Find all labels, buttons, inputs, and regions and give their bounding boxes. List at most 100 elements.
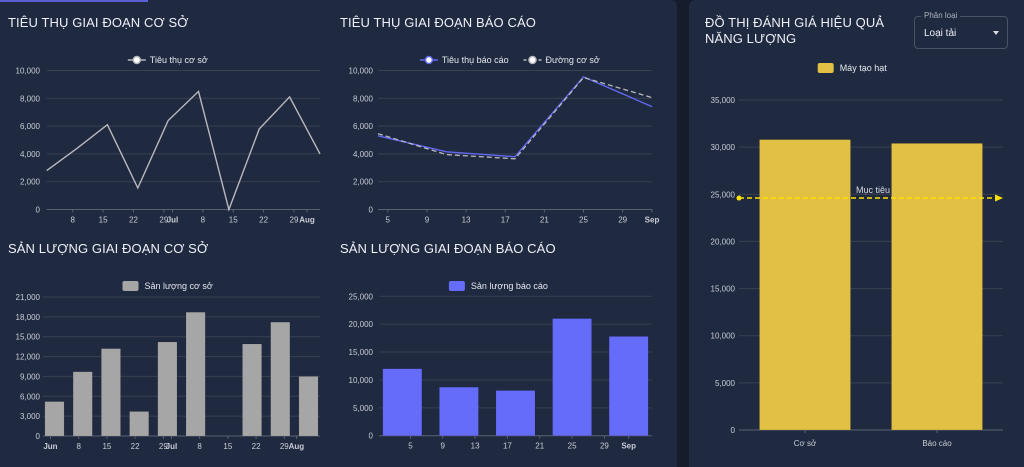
x-tick-label: Báo cáo	[922, 439, 952, 448]
x-tick-label: 29	[159, 442, 168, 451]
bar	[439, 386, 479, 436]
series-line-main	[377, 75, 653, 158]
legend-marker-icon	[132, 55, 142, 65]
legend-item: Sản lượng cơ sở	[122, 281, 213, 291]
legend-marker-icon	[424, 55, 434, 65]
x-tick-label: 29	[618, 216, 627, 225]
x-tick-label: Sep	[621, 442, 636, 451]
x-tick-label: 22	[259, 216, 268, 225]
bar	[759, 139, 851, 431]
x-tick-label: 17	[501, 216, 510, 225]
bar	[72, 371, 93, 437]
series-line-baseline	[377, 76, 653, 160]
y-tick-label: 0	[36, 206, 41, 215]
chart-title-consumption-baseline: TIÊU THỤ GIAI ĐOẠN CƠ SỞ	[8, 15, 189, 30]
bar	[185, 311, 206, 437]
y-tick-label: 25,000	[349, 292, 374, 301]
x-tick-label: 15	[229, 216, 238, 225]
y-tick-label: 30,000	[711, 143, 736, 152]
chart-title-energy-efficiency: ĐỒ THỊ ĐÁNH GIÁ HIỆU QUẢ NĂNG LƯỢNG	[705, 15, 885, 46]
y-tick-label: 15,000	[711, 285, 736, 294]
category-select-label: Phân loại	[921, 11, 961, 20]
legend-item: Sản lượng báo cáo	[448, 281, 548, 291]
bar	[495, 390, 536, 436]
y-tick-label: 25,000	[711, 190, 736, 199]
x-tick-label: 17	[503, 442, 512, 451]
y-tick-label: 5,000	[715, 379, 736, 388]
x-tick-label: Aug	[299, 216, 315, 225]
legend-item: Tiêu thụ báo cáo	[419, 55, 509, 65]
series-line-main	[46, 90, 321, 212]
chart-energy-efficiency: 0 5,000 10,000 15,000 20,000 25,000 30,000 35,0…	[711, 63, 1003, 448]
y-tick-label: 10,000	[16, 67, 41, 76]
legend-swatch-icon	[448, 281, 465, 291]
bar	[242, 343, 262, 437]
x-tick-label: Jul	[167, 216, 179, 225]
y-tick-label: 2,000	[353, 178, 374, 187]
x-tick-label: 15	[102, 442, 111, 451]
x-tick-label: 8	[197, 442, 202, 451]
y-tick-label: 8,000	[20, 94, 41, 103]
bar	[891, 143, 983, 431]
y-tick-label: 20,000	[711, 237, 736, 246]
bar	[157, 341, 178, 437]
x-tick-label: 8	[71, 216, 76, 225]
y-tick-label: 0	[731, 426, 736, 435]
chevron-down-icon[interactable]	[993, 31, 999, 35]
y-tick-label: 20,000	[349, 320, 374, 329]
category-select[interactable]: Phân loại Loại tải	[914, 11, 1008, 49]
x-tick-label: Jun	[43, 442, 57, 451]
x-tick-label: 13	[471, 442, 480, 451]
bar	[129, 411, 150, 437]
legend-label: Sản lượng cơ sở	[145, 281, 213, 291]
y-tick-label: 10,000	[349, 67, 374, 76]
x-tick-label: 9	[441, 442, 446, 451]
target-start-dot-icon	[736, 195, 742, 201]
bar	[44, 401, 65, 437]
legend-label: Sản lượng báo cáo	[471, 281, 548, 291]
chart-output-baseline: 0 3,000 6,000 9,000 12,000 15,000 18,000 21,000…	[16, 281, 320, 451]
bar	[552, 318, 592, 436]
x-tick-label: 29	[600, 442, 609, 451]
x-tick-label: 8	[76, 442, 81, 451]
x-tick-label: 25	[568, 442, 577, 451]
bar	[382, 368, 423, 436]
legend-swatch-icon	[817, 63, 834, 73]
x-tick-label: 29	[290, 216, 299, 225]
x-tick-label: 25	[579, 216, 588, 225]
y-tick-label: 6,000	[20, 392, 41, 401]
y-tick-label: 21,000	[16, 293, 41, 302]
x-tick-label: 29	[159, 216, 168, 225]
x-tick-label: 5	[386, 216, 391, 225]
target-label: Mục tiêu	[856, 185, 890, 195]
bar	[608, 336, 649, 436]
y-tick-label: 0	[36, 432, 41, 441]
legend-item: Tiêu thụ cơ sở	[127, 55, 208, 65]
chart-title-output-report: SẢN LƯỢNG GIAI ĐOẠN BÁO CÁO	[340, 241, 556, 256]
x-tick-label: 15	[99, 216, 108, 225]
y-tick-label: 2,000	[20, 178, 41, 187]
x-tick-label: 22	[252, 442, 261, 451]
loading-progress-bar	[0, 0, 148, 2]
y-tick-label: 6,000	[353, 122, 374, 131]
legend-item: Đường cơ sở	[523, 55, 600, 65]
legend-marker-icon	[528, 55, 537, 65]
y-tick-label: 4,000	[353, 150, 374, 159]
chart-output-report: 0 5,000 10,000 15,000 20,000 25,000 5 9 13 17 21 25…	[349, 281, 652, 451]
y-tick-label: 4,000	[20, 150, 41, 159]
y-tick-label: 10,000	[711, 332, 736, 341]
x-tick-label: 5	[408, 442, 413, 451]
legend-label: Tiêu thụ cơ sở	[150, 55, 208, 65]
y-tick-label: 18,000	[16, 313, 41, 322]
y-tick-label: 10,000	[349, 376, 374, 385]
y-tick-label: 35,000	[711, 96, 736, 105]
x-tick-label: 22	[131, 442, 140, 451]
y-tick-label: 3,000	[20, 412, 41, 421]
legend-label: Máy tạo hạt	[840, 63, 888, 73]
chart-consumption-report: 0 2,000 4,000 6,000 8,000 10,000 5 9 13 17 21 25 29 S…	[349, 55, 660, 225]
x-tick-label: 22	[129, 216, 138, 225]
y-tick-label: 0	[369, 432, 374, 441]
y-tick-label: 6,000	[20, 122, 41, 131]
legend-item: Máy tạo hạt	[817, 63, 888, 73]
